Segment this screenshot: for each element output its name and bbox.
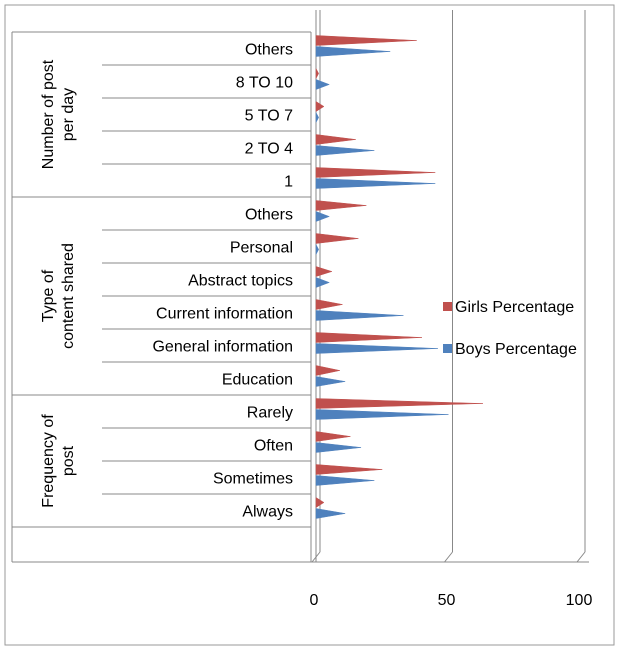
bar-girls-percentage-current-information: [315, 299, 343, 310]
bar-boys-percentage-rarely: [315, 409, 449, 420]
category-label-current-information: Current information: [156, 306, 293, 323]
bar-boys-percentage-education: [315, 376, 346, 387]
bar-boys-percentage-abstract-topics: [315, 277, 330, 288]
category-label-general-information: General information: [152, 339, 293, 356]
bar-boys-percentage-1: [315, 178, 436, 189]
category-label-abstract-topics: Abstract topics: [188, 273, 293, 290]
group-label-type-of-content-shared: Type of content shared: [40, 243, 77, 349]
legend-swatch-boys-percentage: [443, 344, 452, 353]
category-label-others: Others: [245, 207, 293, 224]
x-tick-50: 50: [438, 592, 456, 609]
category-label-rarely: Rarely: [247, 405, 293, 422]
gridline-foot-100: [576, 551, 586, 563]
category-label-1: 1: [284, 174, 293, 191]
category-label-5-to-7: 5 TO 7: [245, 108, 293, 125]
bar-boys-percentage-8-to-10: [315, 79, 330, 90]
x-tick-100: 100: [566, 592, 593, 609]
bar-boys-percentage-personal: [315, 244, 319, 255]
gridline-foot-50: [444, 551, 453, 563]
category-label-others: Others: [245, 42, 293, 59]
category-label-education: Education: [222, 372, 293, 389]
bars: [315, 35, 483, 519]
bar-girls-percentage-often: [315, 431, 351, 442]
chart-frame: [4, 4, 615, 646]
bar-girls-percentage-personal: [315, 233, 359, 244]
bar-girls-percentage-others: [315, 35, 417, 46]
category-label-2-to-4: 2 TO 4: [245, 141, 293, 158]
bar-girls-percentage-others: [315, 200, 367, 211]
category-label-personal: Personal: [230, 240, 293, 257]
bar-girls-percentage-abstract-topics: [315, 266, 333, 277]
legend: Girls Percentage Boys Percentage: [443, 299, 577, 358]
legend-label-girls-percentage: Girls Percentage: [455, 299, 574, 316]
group-label-frequency-of-post: Frequency of post: [40, 414, 77, 508]
bar-girls-percentage-5-to-7: [315, 101, 325, 112]
bar-boys-percentage-2-to-4: [315, 145, 375, 156]
x-tick-0: 0: [310, 592, 319, 609]
bar-boys-percentage-current-information: [315, 310, 404, 321]
legend-swatch-girls-percentage: [443, 302, 452, 311]
bar-girls-percentage-2-to-4: [315, 134, 356, 145]
category-label-always: Always: [242, 504, 293, 521]
legend-label-boys-percentage: Boys Percentage: [455, 341, 577, 358]
bar-girls-percentage-8-to-10: [315, 68, 319, 79]
group-label-number-of-post-per-day: Number of post per day: [40, 59, 77, 169]
bar-girls-percentage-education: [315, 365, 340, 376]
bar-boys-percentage-always: [315, 508, 346, 519]
category-table: Frequency of post Type of content shared Num…: [11, 31, 312, 562]
bar-girls-percentage-general-information: [315, 332, 423, 343]
bar-boys-percentage-sometimes: [315, 475, 375, 486]
bar-girls-percentage-always: [315, 497, 325, 508]
x-axis-ticks: 0 50 100: [310, 592, 593, 609]
category-label-8-to-10: 8 TO 10: [236, 75, 293, 92]
bar-boys-percentage-often: [315, 442, 362, 453]
bar-boys-percentage-others: [315, 211, 330, 222]
bar-girls-percentage-sometimes: [315, 464, 383, 475]
outer-border: [4, 4, 615, 646]
category-label-sometimes: Sometimes: [213, 471, 293, 488]
bar-girls-percentage-rarely: [315, 398, 483, 409]
category-label-often: Often: [254, 438, 293, 455]
bar-boys-percentage-others: [315, 46, 391, 57]
bar-girls-percentage-1: [315, 167, 436, 178]
bar-boys-percentage-general-information: [315, 343, 438, 354]
bar-boys-percentage-5-to-7: [315, 112, 319, 123]
